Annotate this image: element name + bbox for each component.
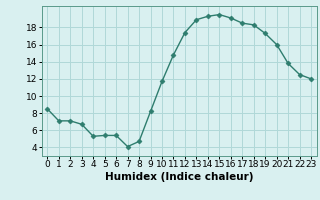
X-axis label: Humidex (Indice chaleur): Humidex (Indice chaleur) [105, 172, 253, 182]
